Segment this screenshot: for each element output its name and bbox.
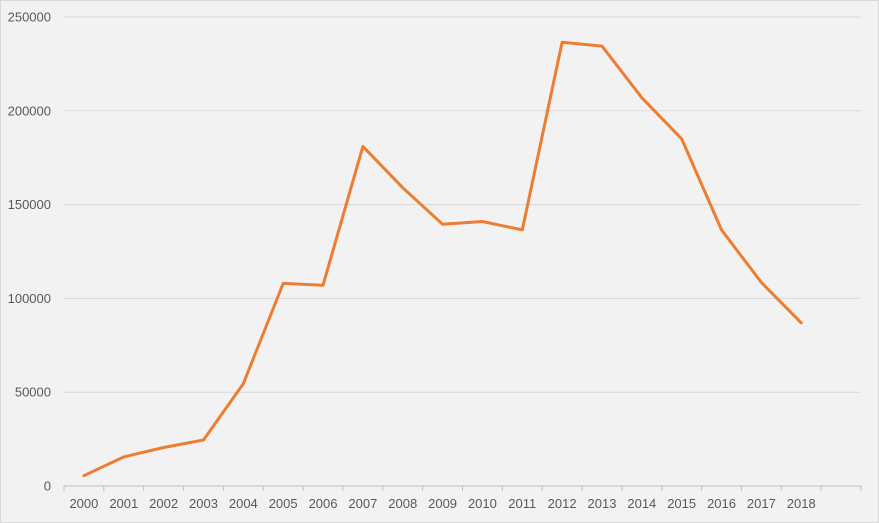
x-tick-label: 2017 bbox=[747, 496, 776, 511]
y-tick-label: 200000 bbox=[8, 103, 51, 118]
x-tick-label: 2006 bbox=[309, 496, 338, 511]
x-tick-label: 2014 bbox=[627, 496, 656, 511]
x-tick-label: 2018 bbox=[787, 496, 816, 511]
y-axis-ticks: 0 50000 100000 150000 200000 250000 bbox=[8, 10, 51, 494]
x-tick-label: 2002 bbox=[149, 496, 178, 511]
x-tick-label: 2012 bbox=[548, 496, 577, 511]
series-group bbox=[82, 40, 803, 478]
x-tick-label: 2010 bbox=[468, 496, 497, 511]
gridlines bbox=[64, 16, 861, 393]
x-tick-label: 2004 bbox=[229, 496, 258, 511]
y-tick-label: 250000 bbox=[8, 10, 51, 25]
x-tick-label: 2007 bbox=[348, 496, 377, 511]
x-tick-label: 2009 bbox=[428, 496, 457, 511]
x-tick-label: 2003 bbox=[189, 496, 218, 511]
axes bbox=[63, 485, 862, 491]
x-tick-label: 2015 bbox=[667, 496, 696, 511]
y-tick-label: 50000 bbox=[15, 385, 51, 400]
x-tick-label: 2001 bbox=[109, 496, 138, 511]
y-tick-label: 0 bbox=[44, 479, 51, 494]
x-axis-ticks: 2000 2001 2002 2003 2004 2005 2006 2007 2008 2009… bbox=[69, 496, 815, 511]
x-tick-label: 2011 bbox=[508, 496, 536, 511]
x-tick-label: 2005 bbox=[269, 496, 298, 511]
x-tick-label: 2000 bbox=[69, 496, 98, 511]
y-tick-label: 100000 bbox=[8, 291, 51, 306]
x-tick-label: 2016 bbox=[707, 496, 736, 511]
x-tick-label: 2013 bbox=[588, 496, 617, 511]
x-tick-label: 2008 bbox=[388, 496, 417, 511]
y-tick-label: 150000 bbox=[8, 197, 51, 212]
series-line bbox=[82, 40, 803, 478]
